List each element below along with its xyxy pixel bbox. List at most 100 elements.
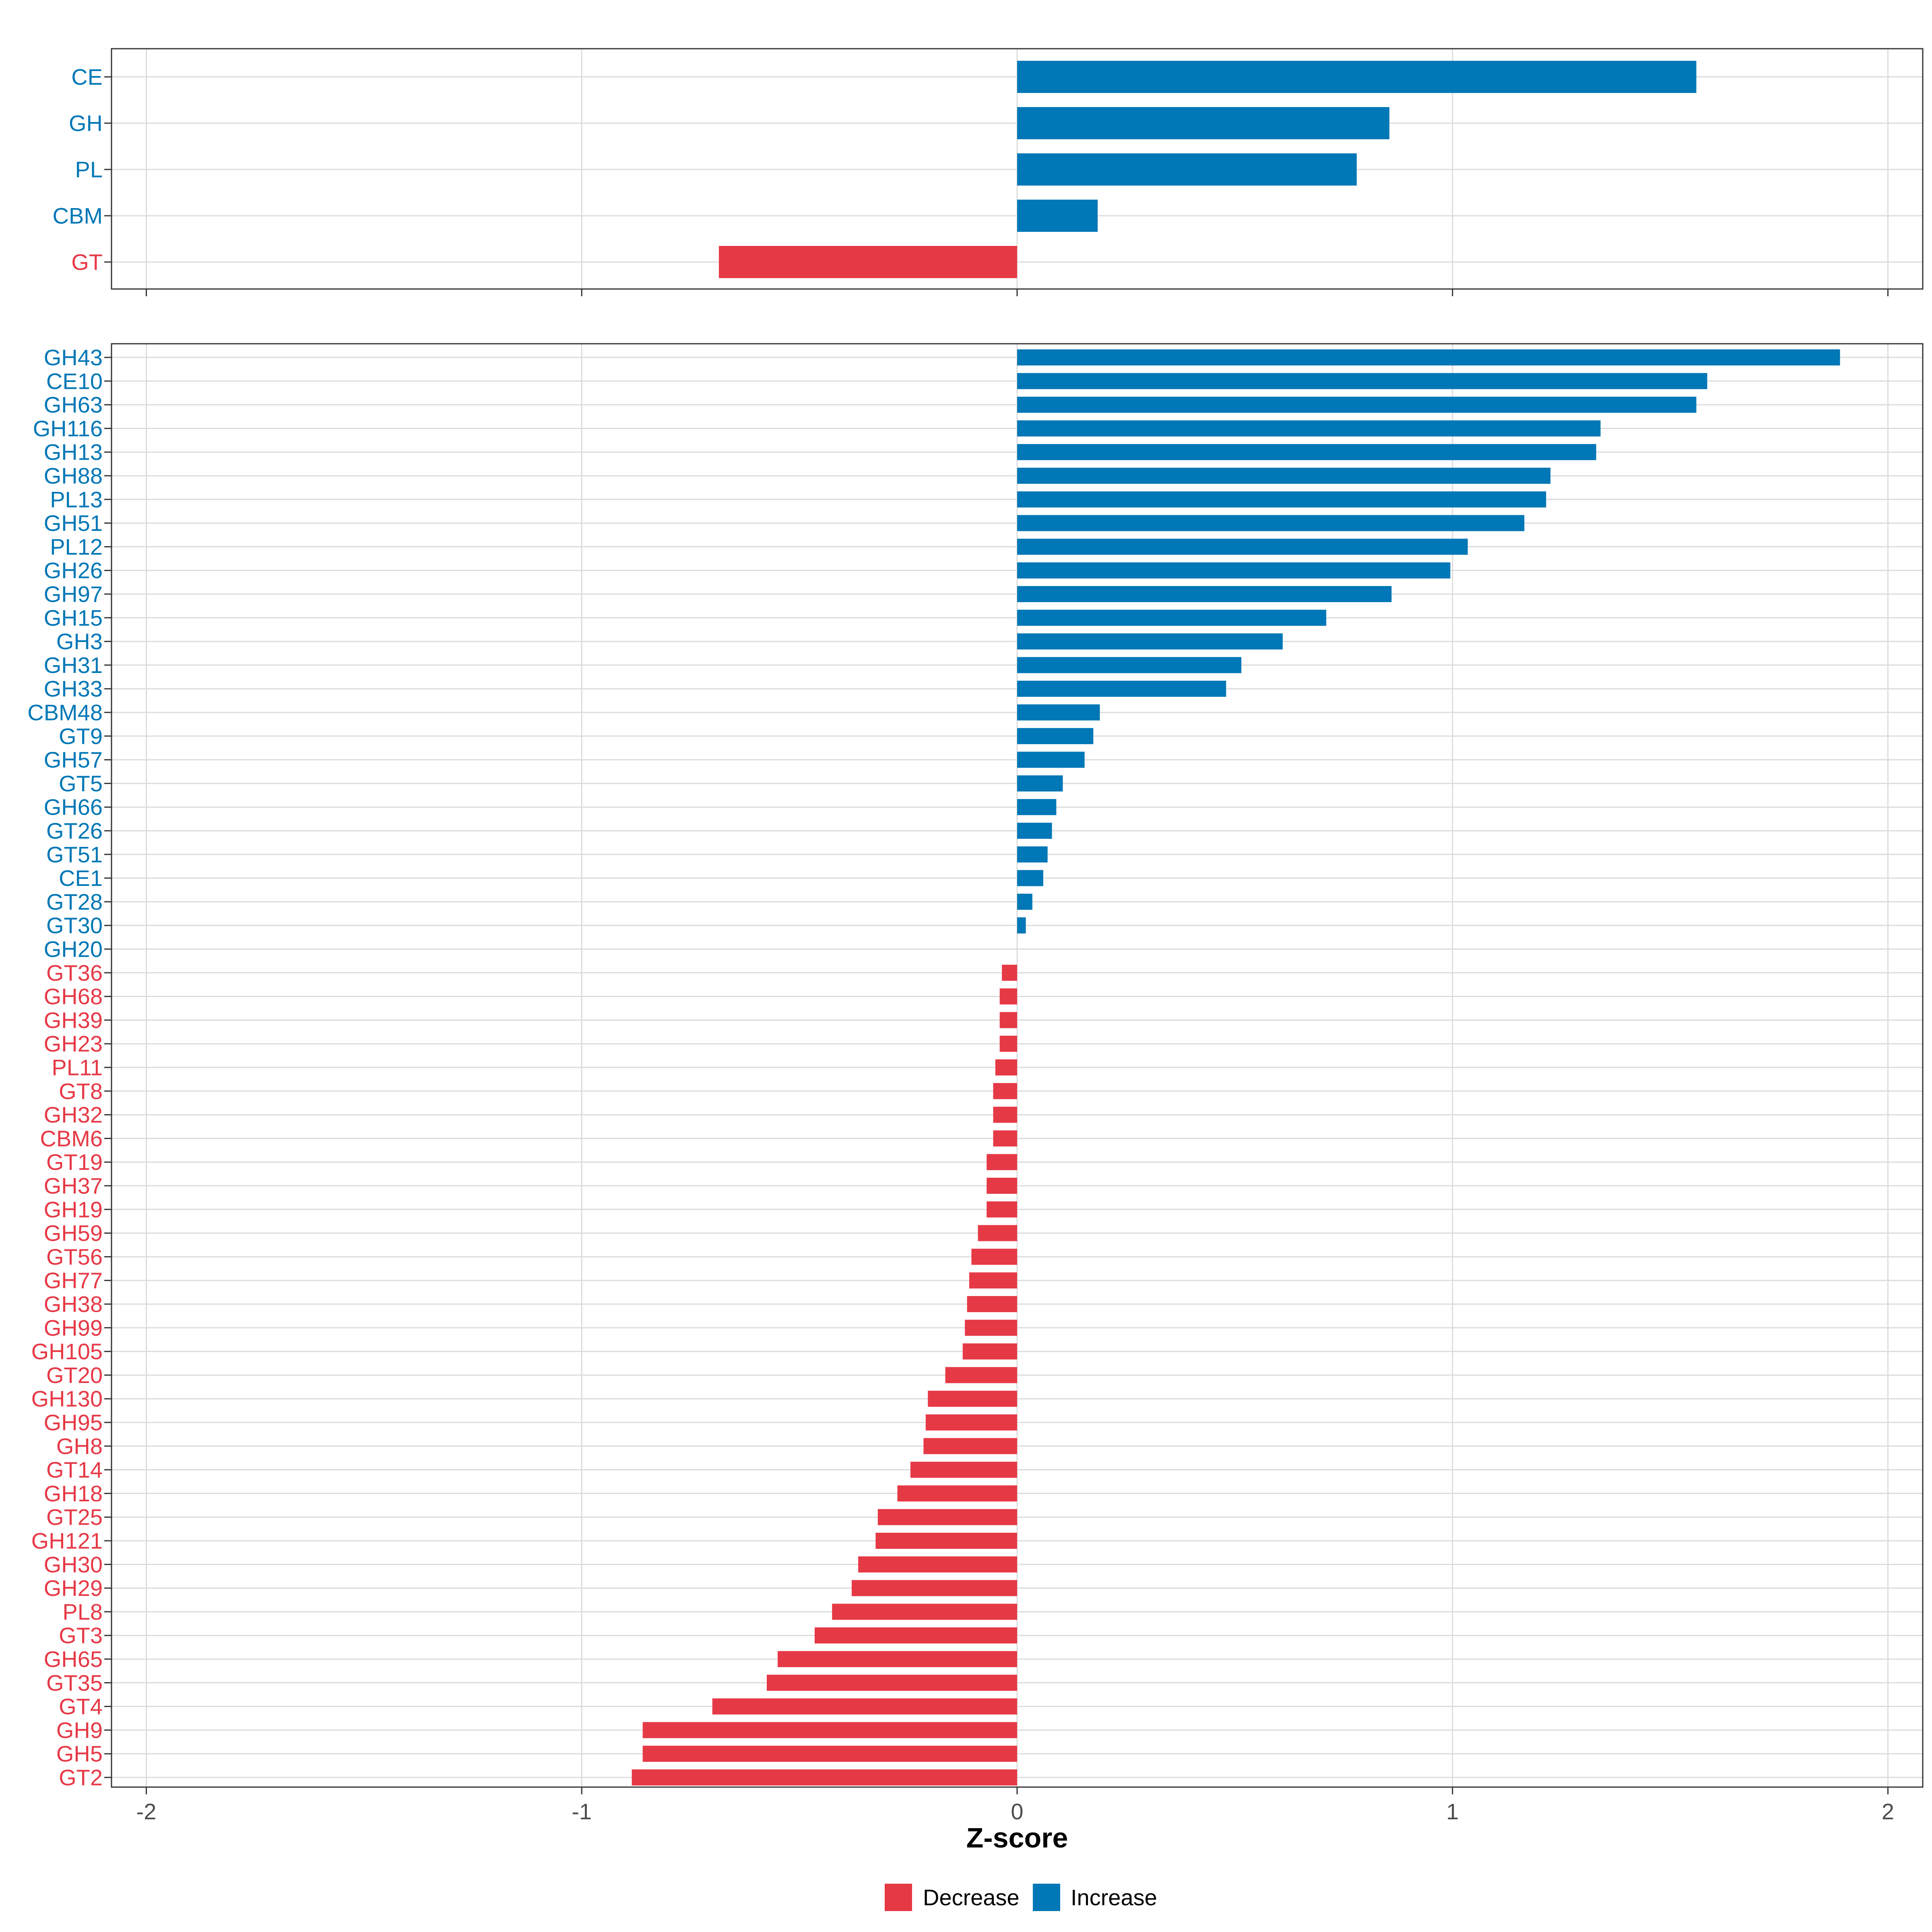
bar [945,1367,1017,1383]
bar [1017,107,1389,139]
category-label: GH116 [33,416,103,441]
category-label: GT35 [46,1670,103,1695]
category-label: GT30 [46,913,103,938]
x-tick-label: 1 [1446,1799,1459,1824]
bar [1017,751,1085,768]
category-label: GT51 [46,842,103,867]
legend: Decrease Increase [885,1884,1157,1911]
bar [875,1533,1017,1549]
category-label: PL [75,157,103,182]
legend-label-decrease: Decrease [923,1885,1020,1910]
bar [1017,586,1392,602]
bar [993,1130,1017,1147]
category-label: GH105 [31,1339,103,1364]
bar [851,1580,1017,1596]
category-label: GT19 [46,1150,103,1175]
category-label: GH15 [44,605,103,630]
bar [993,1083,1017,1099]
bar [832,1604,1017,1620]
bar [1017,349,1840,365]
bar [1017,562,1451,579]
category-label: PL8 [62,1599,103,1624]
category-label: GH13 [44,440,103,465]
bar [1017,846,1048,863]
bar [642,1722,1017,1738]
category-label: GT25 [46,1505,103,1530]
category-label: GT56 [46,1244,103,1269]
bar [1017,200,1098,232]
bar [1017,633,1283,650]
category-label: GH38 [44,1292,103,1317]
bar [712,1698,1017,1715]
category-label: GH3 [56,629,103,654]
category-label: CE [71,64,103,90]
bar [1017,728,1094,744]
bar [1017,444,1596,460]
bar [1017,373,1707,389]
bar [999,1012,1017,1028]
category-label: GH30 [44,1552,103,1577]
category-label: GT28 [46,889,103,914]
category-label: GH [69,111,103,136]
category-label: GH130 [31,1386,103,1412]
bar [993,1106,1017,1123]
category-label: GT3 [59,1623,103,1648]
category-label: GH8 [56,1433,103,1459]
legend-label-increase: Increase [1071,1885,1157,1910]
bar [987,1154,1017,1170]
bar [719,246,1017,278]
x-tick-label: 0 [1011,1799,1023,1824]
bar [962,1343,1017,1360]
bar [1017,775,1063,792]
category-label: GT14 [46,1457,103,1482]
bar [923,1438,1017,1454]
category-label: GH63 [44,392,103,417]
category-label: CBM48 [27,700,103,725]
bar [632,1769,1017,1785]
category-label: GH43 [44,345,103,370]
bar [858,1556,1017,1573]
category-label: GH95 [44,1410,103,1435]
category-label: GT8 [59,1078,103,1104]
category-label: GT4 [59,1694,103,1719]
category-label: GH33 [44,676,103,702]
category-label: GH51 [44,510,103,536]
bar [969,1272,1017,1289]
category-label: GH18 [44,1481,103,1506]
category-label: GT20 [46,1362,103,1388]
category-label: GH26 [44,558,103,583]
category-label: GH32 [44,1102,103,1127]
bar [987,1201,1017,1218]
bar [999,1036,1017,1052]
bar [1017,153,1357,186]
category-label: GT26 [46,818,103,844]
bar [925,1414,1017,1430]
x-tick-label: 2 [1882,1799,1894,1824]
category-label: GH121 [31,1528,103,1554]
bar [1017,515,1525,531]
category-label: GH88 [44,463,103,489]
category-label: PL13 [50,487,103,512]
bar [1017,799,1057,815]
category-label: CE10 [46,368,103,394]
category-label: GH37 [44,1173,103,1199]
category-label: GT36 [46,960,103,985]
bar [1017,870,1043,886]
category-label: GH57 [44,747,103,772]
category-label: GH77 [44,1268,103,1293]
bar [1017,609,1327,626]
category-label: GH23 [44,1031,103,1057]
category-label: PL11 [52,1055,103,1080]
category-label: GT [71,250,103,275]
bar [1017,468,1551,484]
category-label: GH66 [44,795,103,820]
bottom-panel: GH43CE10GH63GH116GH13GH88PL13GH51PL12GH2… [27,343,1924,1794]
bar [1017,917,1026,934]
bar [1017,657,1242,673]
x-tick-label: -2 [136,1799,157,1824]
legend-swatch-decrease [885,1884,912,1911]
bar [1017,704,1100,720]
bar [999,988,1017,1005]
bar [1002,964,1017,981]
